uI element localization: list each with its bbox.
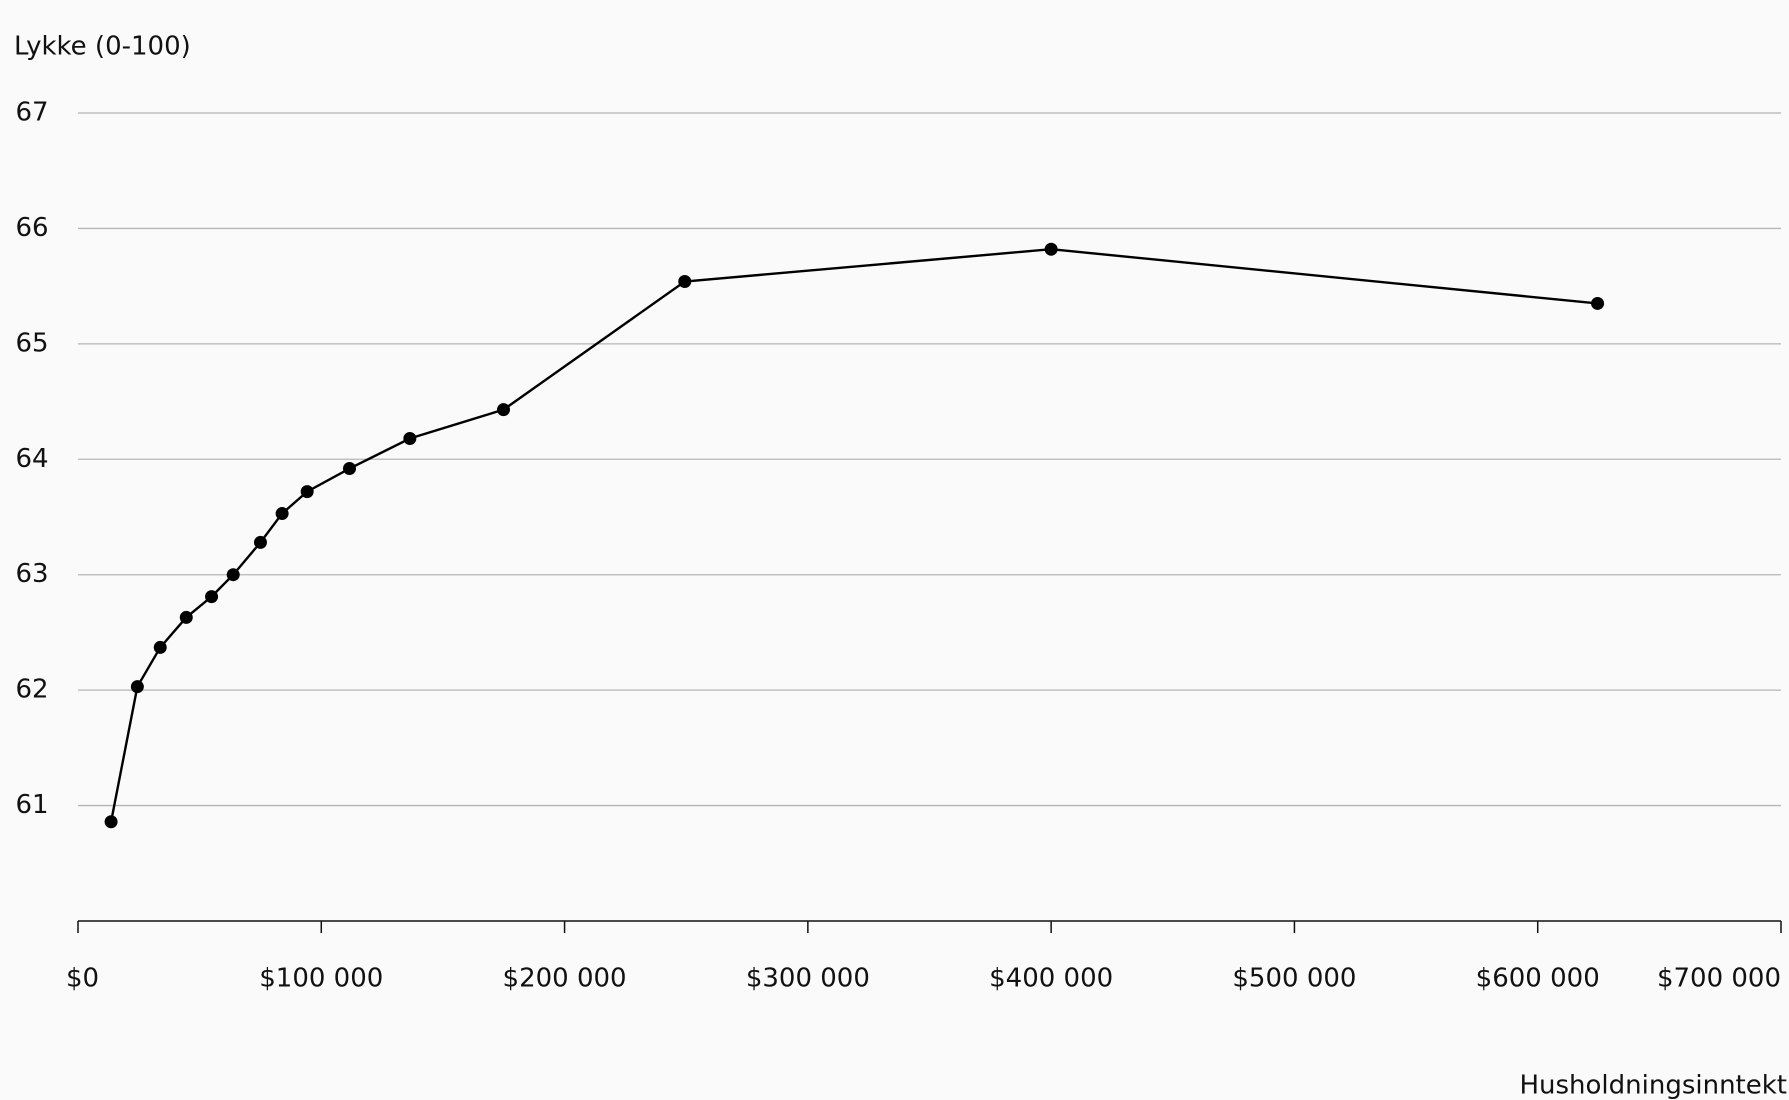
point bbox=[226, 568, 240, 582]
point bbox=[1044, 242, 1058, 256]
y-tick-label: 62 bbox=[15, 675, 48, 705]
x-tick-label: $100 000 bbox=[259, 964, 383, 994]
point bbox=[205, 590, 219, 604]
point bbox=[343, 462, 357, 476]
x-tick-label: $0 bbox=[66, 964, 99, 994]
y-tick-label: 66 bbox=[15, 213, 48, 243]
x-tick-label: $300 000 bbox=[746, 964, 870, 994]
y-tick-label: 67 bbox=[15, 98, 48, 128]
point bbox=[1591, 296, 1605, 310]
line bbox=[109, 248, 1598, 822]
point bbox=[130, 680, 144, 694]
point bbox=[153, 640, 167, 654]
point bbox=[678, 275, 692, 289]
point bbox=[275, 507, 289, 521]
point bbox=[253, 535, 267, 549]
x-tick-label: $700 000 bbox=[1657, 964, 1781, 994]
point bbox=[403, 432, 417, 446]
x-tick-label: $200 000 bbox=[503, 964, 627, 994]
y-tick-label: 63 bbox=[15, 559, 48, 589]
y-tick-label: 64 bbox=[15, 444, 48, 474]
y-tick-label: 65 bbox=[15, 328, 48, 358]
point bbox=[179, 610, 193, 624]
x-tick-label: $400 000 bbox=[989, 964, 1113, 994]
point bbox=[497, 403, 511, 417]
x-tick-label: $600 000 bbox=[1476, 964, 1600, 994]
point bbox=[300, 485, 314, 499]
x-axis-label: Husholdningsinntekt bbox=[1519, 1071, 1787, 1100]
point bbox=[104, 815, 118, 829]
y-tick-label: 61 bbox=[15, 790, 48, 820]
x-tick-label: $500 000 bbox=[1232, 964, 1356, 994]
y-axis-label: Lykke (0-100) bbox=[14, 32, 191, 62]
